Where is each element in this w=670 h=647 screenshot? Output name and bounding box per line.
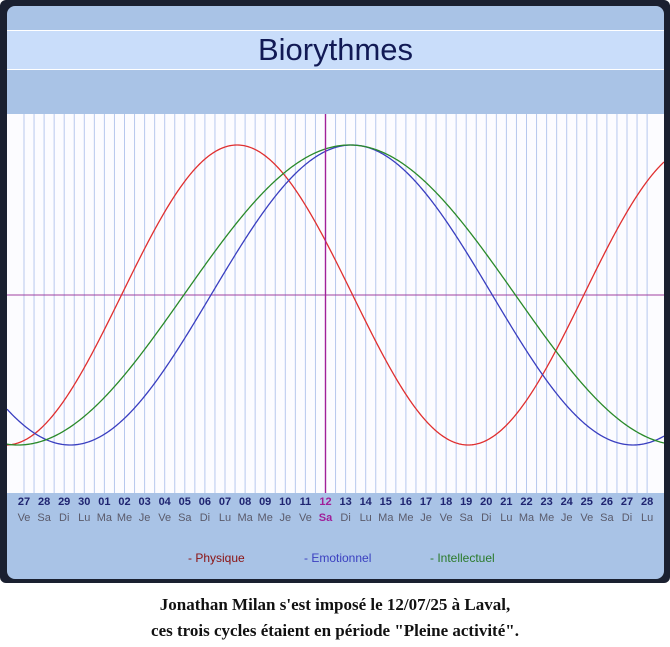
day-number-label: 24 — [561, 496, 574, 508]
weekday-label: Me — [117, 512, 132, 524]
day-number-label: 15 — [380, 496, 392, 508]
caption-line-2: ces trois cycles étaient en période "Ple… — [151, 621, 519, 640]
weekday-label: Di — [200, 512, 210, 524]
legend-item-1: - Physique — [188, 551, 245, 565]
day-number-label: 03 — [138, 496, 150, 508]
day-number-label: 04 — [159, 496, 172, 508]
weekday-label: Ve — [440, 512, 453, 524]
weekday-label: Me — [258, 512, 273, 524]
day-number-label: 01 — [98, 496, 110, 508]
caption-line-1: Jonathan Milan s'est imposé le 12/07/25 … — [159, 595, 511, 614]
series-line-2 — [7, 144, 664, 446]
day-number-label: 29 — [58, 496, 70, 508]
chart-legend: - Physique - Emotionnel - Intellectuel — [7, 551, 664, 567]
weekday-label: Me — [398, 512, 413, 524]
weekday-label: Lu — [500, 512, 512, 524]
title-band: Biorythmes — [7, 30, 664, 70]
day-number-label: 16 — [400, 496, 412, 508]
weekday-label: Sa — [600, 512, 614, 524]
weekday-label: Je — [420, 512, 432, 524]
weekday-label: Ma — [237, 512, 253, 524]
day-number-label: 05 — [179, 496, 191, 508]
day-number-label: 12 — [319, 496, 331, 508]
legend-item-2: - Emotionnel — [304, 551, 372, 565]
caption: Jonathan Milan s'est imposé le 12/07/25 … — [0, 592, 670, 644]
weekday-label: Di — [59, 512, 69, 524]
series-line-1 — [7, 144, 664, 446]
day-number-label: 21 — [500, 496, 512, 508]
day-number-label: 13 — [339, 496, 351, 508]
day-number-label: 27 — [621, 496, 633, 508]
day-number-label: 06 — [199, 496, 211, 508]
day-number-label: 10 — [279, 496, 291, 508]
weekday-label: Sa — [178, 512, 192, 524]
weekday-label: Sa — [319, 512, 333, 524]
day-number-label: 09 — [259, 496, 271, 508]
day-number-label: 14 — [360, 496, 373, 508]
biorhythm-chart: 27 Ve 28 Sa 29 Di 30 Lu 01 Ma 02 Me 03 Je 04 Ve 05 Sa 06 Di… — [7, 114, 664, 524]
day-number-label: 02 — [118, 496, 130, 508]
weekday-label: Di — [622, 512, 632, 524]
day-number-label: 23 — [540, 496, 552, 508]
day-number-label: 30 — [78, 496, 90, 508]
weekday-label: Ma — [97, 512, 113, 524]
weekday-label: Ve — [18, 512, 31, 524]
day-number-label: 08 — [239, 496, 251, 508]
day-number-label: 26 — [601, 496, 613, 508]
weekday-label: Je — [279, 512, 291, 524]
day-number-label: 20 — [480, 496, 492, 508]
weekday-label: Ma — [378, 512, 394, 524]
legend-item-3: - Intellectuel — [430, 551, 495, 565]
weekday-label: Lu — [78, 512, 90, 524]
weekday-label: Lu — [219, 512, 231, 524]
day-number-label: 07 — [219, 496, 231, 508]
day-number-label: 22 — [520, 496, 532, 508]
weekday-label: Je — [561, 512, 573, 524]
chart-title: Biorythmes — [257, 32, 414, 67]
day-number-label: 28 — [38, 496, 50, 508]
weekday-label: Ve — [158, 512, 171, 524]
weekday-label: Di — [340, 512, 350, 524]
chart-panel: Biorythmes 27 Ve 28 Sa 29 Di 30 Lu 01 Ma 02 Me 03 Je 0… — [7, 6, 664, 579]
chart-frame: Biorythmes 27 Ve 28 Sa 29 Di 30 Lu 01 Ma 02 Me 03 Je 0… — [0, 0, 670, 583]
weekday-label: Di — [481, 512, 491, 524]
day-number-label: 18 — [440, 496, 452, 508]
day-number-label: 17 — [420, 496, 432, 508]
day-number-label: 25 — [581, 496, 593, 508]
weekday-label: Me — [539, 512, 554, 524]
day-number-label: 11 — [300, 496, 312, 508]
weekday-label: Ma — [519, 512, 535, 524]
series-line-3 — [7, 144, 664, 446]
day-number-label: 19 — [460, 496, 472, 508]
weekday-label: Lu — [360, 512, 372, 524]
weekday-label: Ve — [580, 512, 593, 524]
day-number-label: 27 — [18, 496, 30, 508]
weekday-label: Lu — [641, 512, 653, 524]
day-number-label: 28 — [641, 496, 653, 508]
weekday-label: Sa — [459, 512, 473, 524]
weekday-label: Sa — [37, 512, 51, 524]
weekday-label: Ve — [299, 512, 312, 524]
weekday-label: Je — [139, 512, 151, 524]
